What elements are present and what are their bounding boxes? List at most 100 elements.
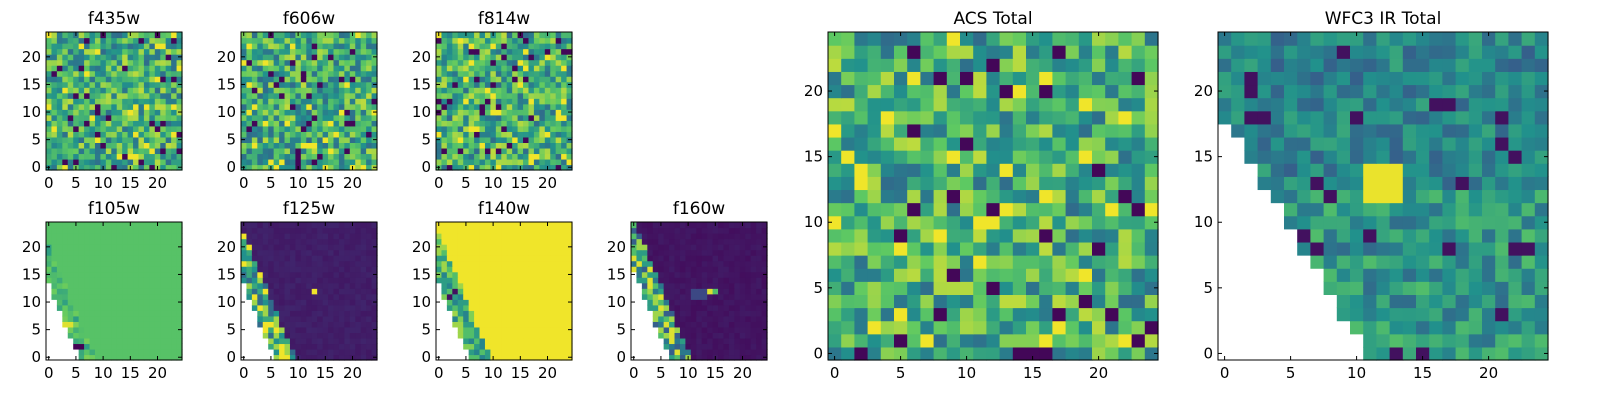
heatmap-cell: [262, 227, 269, 234]
heatmap-cell: [506, 125, 513, 132]
heatmap-cell: [512, 65, 519, 72]
heatmap-cell: [273, 98, 280, 105]
heatmap-cell: [338, 153, 345, 160]
heatmap-cell: [279, 65, 286, 72]
heatmap-cell: [268, 315, 275, 322]
heatmap-cell: [273, 249, 280, 256]
heatmap-cell: [273, 164, 280, 171]
heatmap-cell: [371, 233, 378, 240]
heatmap-cell: [176, 260, 183, 267]
heatmap-cell: [251, 288, 258, 295]
heatmap-cell: [273, 37, 280, 44]
heatmap-cell: [973, 136, 987, 151]
heatmap-cell: [46, 125, 53, 132]
heatmap-cell: [712, 277, 719, 284]
heatmap-cell: [528, 147, 535, 155]
heatmap-cell: [84, 321, 91, 328]
heatmap-cell: [94, 76, 101, 83]
heatmap-cell: [1039, 110, 1053, 125]
heatmap-cell: [300, 332, 307, 339]
heatmap-cell: [176, 92, 183, 99]
heatmap-cell: [1118, 281, 1133, 295]
heatmap-cell: [149, 114, 156, 121]
heatmap-cell: [133, 114, 140, 121]
heatmap-cell: [707, 244, 714, 251]
heatmap-cell: [647, 304, 654, 311]
heatmap-cell: [51, 98, 58, 105]
heatmap-cell: [663, 282, 670, 289]
heatmap-cell: [495, 337, 502, 345]
heatmap-cell: [920, 215, 935, 230]
heatmap-cell: [338, 293, 345, 300]
heatmap-cell: [1012, 176, 1027, 191]
heatmap-cell: [127, 81, 134, 88]
heatmap-cell: [1012, 307, 1027, 322]
heatmap-cell: [273, 326, 280, 333]
heatmap-cell: [696, 315, 703, 322]
heatmap-cell: [273, 32, 280, 39]
heatmap-cell: [171, 337, 178, 345]
heatmap-cell: [468, 70, 475, 77]
heatmap-cell: [501, 125, 508, 132]
heatmap-cell: [669, 222, 676, 229]
heatmap-cell: [262, 293, 269, 300]
heatmap-cell: [474, 260, 481, 267]
heatmap-cell: [328, 70, 335, 77]
heatmap-cell: [284, 277, 291, 284]
heatmap-cell: [685, 227, 692, 234]
heatmap-cell: [366, 109, 373, 116]
heatmap-cell: [841, 215, 855, 230]
heatmap-cell: [555, 293, 562, 300]
heatmap-cell: [718, 222, 725, 229]
heatmap-cell: [67, 109, 74, 116]
heatmap-cell: [73, 277, 80, 284]
heatmap-cell: [289, 310, 296, 317]
heatmap-cell: [674, 277, 681, 284]
heatmap-cell: [89, 348, 96, 356]
heatmap-cell: [658, 326, 665, 333]
heatmap-cell: [1012, 136, 1027, 151]
heatmap-cell: [67, 81, 74, 88]
heatmap-cell: [360, 260, 367, 267]
heatmap-cell: [344, 266, 351, 273]
heatmap-cell: [268, 282, 275, 289]
heatmap-cell: [517, 315, 524, 322]
heatmap-cell: [1026, 281, 1040, 295]
heatmap-cell: [880, 136, 895, 151]
heatmap-cell: [828, 136, 842, 151]
heatmap-cell: [116, 348, 123, 356]
heatmap-cell: [745, 337, 752, 345]
heatmap-cell: [539, 227, 546, 234]
heatmap-cell: [149, 332, 156, 339]
heatmap-cell: [555, 227, 562, 234]
heatmap-cell: [306, 238, 313, 245]
heatmap-cell: [854, 202, 869, 217]
heatmap-cell: [73, 260, 80, 267]
heatmap-cell: [528, 227, 535, 234]
heatmap-cell: [100, 277, 107, 284]
heatmap-cell: [94, 337, 101, 345]
heatmap-cell: [284, 65, 291, 72]
heatmap-cell: [841, 255, 855, 269]
heatmap-cell: [67, 222, 74, 229]
heatmap-cell: [84, 288, 91, 295]
heatmap-cell: [512, 354, 519, 361]
heatmap-cell: [171, 304, 178, 311]
heatmap-cell: [105, 304, 112, 311]
heatmap-cell: [690, 227, 697, 234]
heatmap-cell: [165, 299, 172, 306]
heatmap-cell: [262, 299, 269, 306]
heatmap-cell: [457, 266, 464, 273]
heatmap-cell: [133, 348, 140, 356]
heatmap-cell: [46, 87, 53, 94]
heatmap-cell: [441, 249, 448, 256]
heatmap-cell: [734, 282, 741, 289]
heatmap-cell: [300, 260, 307, 267]
heatmap-cell: [468, 343, 475, 350]
heatmap-cell: [366, 70, 373, 77]
heatmap-cell: [679, 321, 686, 328]
heatmap-cell: [73, 288, 80, 295]
heatmap-cell: [349, 81, 356, 88]
heatmap-cell: [999, 150, 1014, 164]
heatmap-cell: [317, 293, 324, 300]
